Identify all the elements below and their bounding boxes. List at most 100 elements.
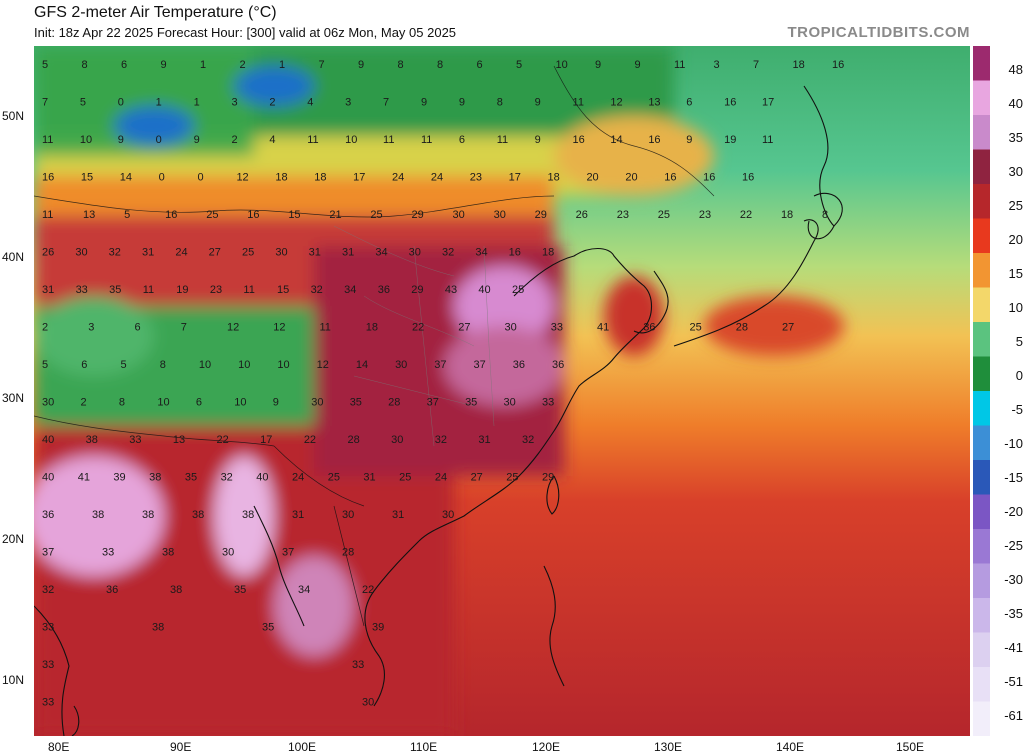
temperature-value: 9 bbox=[161, 59, 167, 71]
temperature-value: 16 bbox=[42, 172, 54, 184]
map-header: GFS 2-meter Air Temperature (°C) Init: 1… bbox=[0, 0, 1024, 46]
temperature-value: 3 bbox=[231, 97, 237, 109]
temperature-value: 16 bbox=[165, 209, 177, 221]
lon-label-100e: 100E bbox=[288, 740, 317, 754]
temperature-value: 11 bbox=[143, 284, 154, 296]
temperature-value: 36 bbox=[378, 284, 390, 296]
temperature-value: 30 bbox=[362, 697, 374, 709]
colorbar-segment bbox=[973, 184, 990, 219]
temperature-value: 15 bbox=[277, 284, 289, 296]
temperature-value: 23 bbox=[210, 284, 222, 296]
colorbar-tick-label: -5 bbox=[1011, 402, 1023, 417]
temperature-value: 32 bbox=[42, 584, 54, 596]
temperature-value: 8 bbox=[497, 97, 503, 109]
temperature-value: 32 bbox=[109, 247, 121, 259]
temperature-value: 14 bbox=[356, 359, 368, 371]
colorbar-tick-label: -51 bbox=[1004, 674, 1023, 689]
temperature-value: 14 bbox=[610, 134, 622, 146]
temperature-value: 8 bbox=[119, 397, 125, 409]
colorbar-segment bbox=[973, 529, 990, 564]
temperature-value: 34 bbox=[298, 584, 310, 596]
temperature-value: 22 bbox=[412, 322, 424, 334]
temperature-value: 30 bbox=[75, 247, 87, 259]
temperature-value: 23 bbox=[699, 209, 711, 221]
temperature-value: 19 bbox=[176, 284, 188, 296]
colorbar-segment bbox=[973, 322, 990, 357]
temperature-value: 29 bbox=[535, 209, 547, 221]
temperature-value: 2 bbox=[231, 134, 237, 146]
temperature-value: 7 bbox=[383, 97, 389, 109]
temperature-value: 2 bbox=[269, 97, 275, 109]
temperature-value: 25 bbox=[512, 284, 524, 296]
temperature-value: 37 bbox=[434, 359, 446, 371]
colorbar-tick-label: 25 bbox=[1008, 198, 1023, 213]
temperature-value: 16 bbox=[724, 97, 736, 109]
temperature-value: 20 bbox=[625, 172, 637, 184]
temperature-value: 25 bbox=[370, 209, 382, 221]
lon-label-110e: 110E bbox=[410, 740, 438, 754]
land-temperature-field bbox=[34, 46, 844, 736]
temperature-value: 25 bbox=[506, 472, 518, 484]
temperature-value: 11 bbox=[497, 134, 508, 146]
colorbar-tick-label: 0 bbox=[1015, 368, 1023, 383]
country-borders bbox=[34, 65, 715, 627]
temperature-value: 10 bbox=[199, 359, 211, 371]
temperature-value: 18 bbox=[548, 172, 560, 184]
temperature-value: 37 bbox=[282, 547, 294, 559]
colorbar-tick-label: 5 bbox=[1015, 334, 1023, 349]
temperature-value: 18 bbox=[781, 209, 793, 221]
temperature-value: 43 bbox=[445, 284, 457, 296]
temperature-value: 40 bbox=[42, 434, 54, 446]
colorbar-segment bbox=[973, 598, 990, 633]
temperature-value: 9 bbox=[459, 97, 465, 109]
lat-label-20n: 20N bbox=[2, 532, 25, 546]
temperature-value: 35 bbox=[234, 584, 246, 596]
map-subtitle: Init: 18z Apr 22 2025 Forecast Hour: [30… bbox=[34, 25, 457, 40]
temperature-value: 16 bbox=[664, 172, 676, 184]
lon-label-120e: 120E bbox=[532, 740, 561, 754]
temperature-value: 34 bbox=[375, 247, 387, 259]
temperature-value: 1 bbox=[200, 59, 206, 71]
temperature-value: 11 bbox=[42, 134, 53, 146]
temperature-value: 30 bbox=[494, 209, 506, 221]
temperature-value: 5 bbox=[80, 97, 86, 109]
temperature-value: 37 bbox=[474, 359, 486, 371]
temperature-value: 16 bbox=[832, 59, 844, 71]
temperature-value: 35 bbox=[262, 622, 274, 634]
temperature-value: 30 bbox=[395, 359, 407, 371]
temperature-value: 18 bbox=[542, 247, 554, 259]
province-lines bbox=[333, 225, 495, 447]
temperature-value: 29 bbox=[411, 284, 423, 296]
temperature-value: 31 bbox=[342, 247, 354, 259]
temperature-value: 34 bbox=[475, 247, 487, 259]
temperature-value: 25 bbox=[328, 472, 340, 484]
temperature-value: 21 bbox=[329, 209, 341, 221]
temperature-value: 3 bbox=[88, 322, 94, 334]
temperature-value: 16 bbox=[247, 209, 259, 221]
temperature-value: 11 bbox=[674, 59, 685, 71]
temperature-value: 8 bbox=[82, 59, 88, 71]
colorbar-segment bbox=[973, 391, 990, 426]
temperature-value: 31 bbox=[478, 434, 490, 446]
temperature-value: 30 bbox=[42, 397, 54, 409]
colorbar-segment bbox=[973, 460, 990, 495]
temperature-value: 38 bbox=[242, 509, 254, 521]
temperature-value: 17 bbox=[260, 434, 272, 446]
temperature-value: 30 bbox=[222, 547, 234, 559]
colorbar-tick-label: 48 bbox=[1008, 62, 1023, 77]
temperature-value-labels: 5 8 6 9 1 2 1 7 9 8 8 6 5 10 9 9 11 3 7 18 167 5 0 1 1 3 2 4 3 7 9 9 8 9 1… bbox=[42, 59, 844, 709]
temperature-value: 11 bbox=[573, 97, 584, 109]
temperature-value: 22 bbox=[304, 434, 316, 446]
temperature-value: 35 bbox=[109, 284, 121, 296]
temperature-value: 38 bbox=[92, 509, 104, 521]
temperature-value: 9 bbox=[535, 134, 541, 146]
temperature-value: 37 bbox=[427, 397, 439, 409]
temperature-map: 5 8 6 9 1 2 1 7 9 8 8 6 5 10 9 9 11 3 7 18 16 7 5 0 1 1 3 2 4 3 7 9 9 8 9 1… bbox=[34, 46, 970, 736]
temperature-value: 2 bbox=[42, 322, 48, 334]
temperature-value: 16 bbox=[573, 134, 585, 146]
temperature-value: 18 bbox=[275, 172, 287, 184]
colorbar-tick-label: 35 bbox=[1008, 130, 1023, 145]
temperature-value: 35 bbox=[465, 397, 477, 409]
temperature-value: 7 bbox=[181, 322, 187, 334]
temperature-value: 38 bbox=[152, 622, 164, 634]
